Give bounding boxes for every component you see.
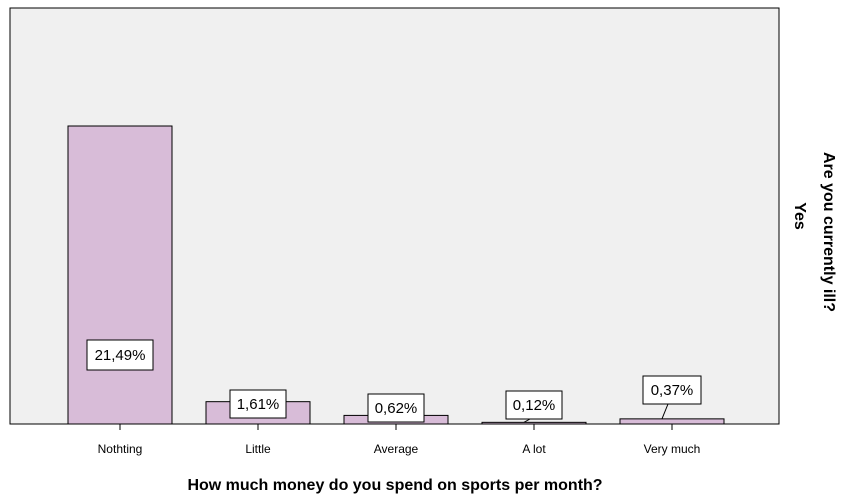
- data-label-box: [367, 393, 425, 423]
- data-label-box: [642, 375, 702, 405]
- data-labels: 21,49% 1,61% 0,62% 0,12% 0,37%: [86, 339, 702, 423]
- data-label-box: [505, 390, 563, 420]
- x-axis: Nothting Little Average A lot Very much: [98, 424, 701, 456]
- data-label: 1,61%: [237, 396, 280, 413]
- data-label: 0,12%: [513, 397, 556, 414]
- panel-title: Are you currently ill?: [820, 152, 837, 312]
- x-tick-label: Little: [245, 442, 271, 456]
- data-label: 0,37%: [651, 382, 694, 399]
- bar-a-lot: [481, 421, 587, 425]
- x-tick-label: Average: [374, 442, 419, 456]
- data-label-leader: [523, 418, 531, 423]
- x-tick-label: Very much: [644, 442, 701, 456]
- data-label-leader: [661, 403, 669, 420]
- data-label: 21,49%: [95, 347, 146, 364]
- data-label: 0,62%: [375, 400, 418, 417]
- panel-value: Yes: [791, 202, 808, 230]
- x-tick-label: Nothting: [98, 442, 143, 456]
- data-label-box: [229, 389, 287, 419]
- bar-very-much: [619, 418, 725, 425]
- x-tick-label: A lot: [522, 442, 546, 456]
- data-label-box: [86, 339, 154, 371]
- x-axis-title: How much money do you spend on sports pe…: [187, 477, 602, 494]
- bar-nothting: [67, 125, 173, 425]
